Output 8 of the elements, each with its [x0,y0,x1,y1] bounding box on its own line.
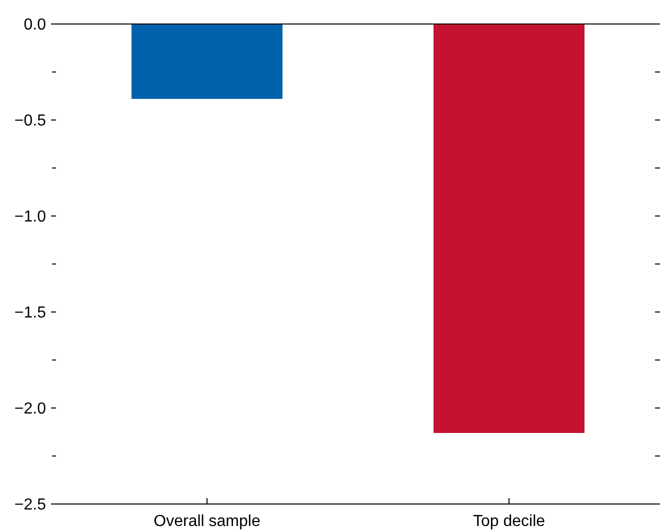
x-tick-label: Top decile [472,513,546,530]
x-tick-label: Overall sample [154,513,260,530]
y-tick-label: −2.0 [14,400,46,418]
y-tick-label: −2.5 [14,496,46,514]
y-tick-label: −1.0 [14,208,46,226]
y-tick-label: 0.0 [24,16,46,34]
y-tick-label: −0.5 [14,112,46,130]
y-tick-label: −1.5 [14,304,46,322]
